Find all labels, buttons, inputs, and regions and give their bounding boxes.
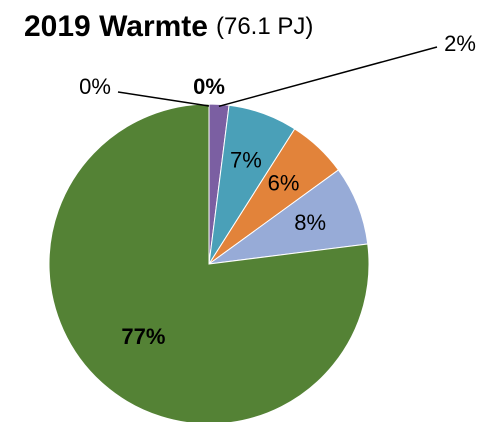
data-label: 0%	[79, 74, 111, 99]
leader-line	[117, 91, 210, 107]
data-label: 8%	[294, 210, 326, 235]
chart-subtitle: (76.1 PJ)	[216, 13, 313, 40]
leader-line	[218, 46, 438, 108]
chart-title-main: 2019 Warmte	[24, 10, 208, 43]
data-label: 77%	[121, 324, 165, 349]
data-label: 7%	[230, 147, 262, 172]
data-label: 6%	[268, 171, 300, 196]
chart-title: 2019 Warmte (76.1 PJ)	[24, 10, 313, 43]
data-label: 0%	[193, 74, 225, 99]
pie-slice	[48, 103, 370, 422]
data-label: 2%	[444, 31, 476, 56]
